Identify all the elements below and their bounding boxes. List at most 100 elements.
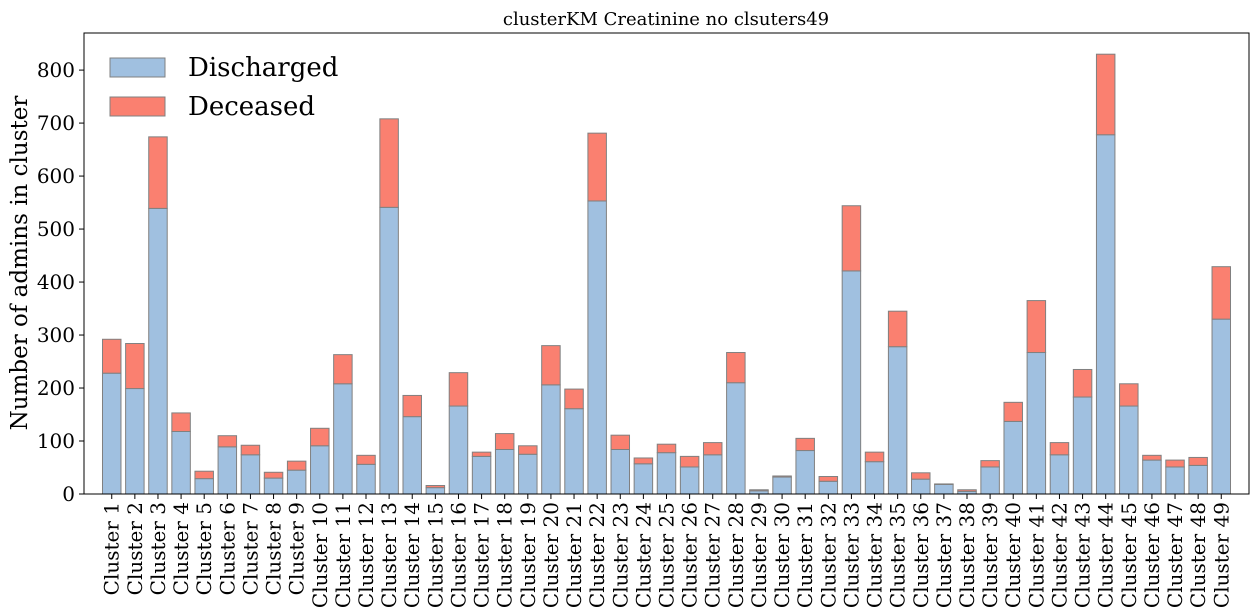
bar-deceased-23	[610, 434, 631, 450]
x-tick-label: Cluster 5	[192, 502, 216, 595]
y-tick-label: 300	[37, 323, 75, 347]
x-tick-label: Cluster 3	[146, 502, 170, 595]
x-tick-label: Cluster 31	[793, 502, 817, 608]
bar-discharged-44	[1095, 134, 1116, 495]
bar-deceased-31	[795, 437, 815, 452]
bar-discharged-7	[240, 454, 261, 495]
x-tick-label: Cluster 41	[1024, 502, 1048, 608]
bar-deceased-47	[1165, 459, 1185, 468]
bar-discharged-12	[356, 463, 376, 495]
x-tick-label: Cluster 17	[470, 502, 494, 608]
x-tick-label: Cluster 19	[516, 502, 540, 608]
bar-deceased-35	[887, 310, 908, 348]
bar-discharged-32	[818, 480, 839, 495]
bar-discharged-31	[795, 450, 815, 495]
bar-discharged-3	[148, 207, 168, 495]
x-tick-label: Cluster 21	[562, 502, 586, 608]
bar-deceased-39	[980, 460, 1000, 468]
x-tick-label: Cluster 26	[678, 502, 702, 608]
bar-discharged-11	[333, 383, 353, 495]
bar-deceased-2	[125, 343, 145, 390]
bar-deceased-9	[286, 460, 307, 471]
y-tick-label: 200	[37, 376, 75, 400]
bar-discharged-10	[310, 445, 330, 495]
bar-discharged-27	[702, 454, 723, 495]
bar-deceased-22	[587, 132, 607, 202]
bar-discharged-15	[425, 487, 446, 495]
x-tick-label: Cluster 25	[655, 502, 679, 608]
bar-deceased-15	[425, 485, 446, 489]
bar-deceased-41	[1026, 300, 1047, 354]
legend-swatch-deceased	[109, 96, 166, 117]
x-tick-label: Cluster 15	[423, 502, 447, 608]
bar-discharged-41	[1026, 352, 1047, 495]
x-tick-label: Cluster 6	[215, 502, 239, 595]
bar-deceased-13	[379, 118, 399, 208]
x-tick-label: Cluster 20	[539, 502, 563, 608]
y-tick-label: 600	[37, 164, 75, 188]
y-tick-label: 700	[37, 111, 75, 135]
x-tick-label: Cluster 42	[1047, 502, 1071, 608]
bar-discharged-22	[587, 200, 607, 495]
legend-swatch-discharged	[109, 57, 166, 78]
bar-discharged-19	[518, 453, 538, 495]
bar-deceased-11	[333, 354, 353, 385]
bar-discharged-6	[217, 446, 238, 495]
bar-discharged-25	[656, 452, 677, 495]
bar-discharged-34	[864, 461, 885, 495]
x-tick-label: Cluster 33	[839, 502, 863, 608]
bar-discharged-16	[448, 405, 469, 495]
bar-deceased-20	[541, 345, 561, 386]
bar-deceased-18	[494, 433, 515, 450]
x-tick-label: Cluster 16	[446, 502, 470, 608]
bar-discharged-49	[1211, 318, 1232, 495]
y-tick-label: 100	[37, 429, 75, 453]
bar-discharged-40	[1003, 420, 1023, 495]
y-tick-label: 500	[37, 217, 75, 241]
x-tick-label: Cluster 49	[1209, 502, 1233, 608]
bar-deceased-7	[240, 444, 261, 456]
bar-deceased-8	[263, 471, 284, 479]
x-tick-label: Cluster 28	[724, 502, 748, 608]
bar-discharged-37	[934, 483, 954, 495]
x-tick-label: Cluster 2	[123, 502, 147, 595]
bar-discharged-45	[1119, 405, 1139, 495]
x-tick-label: Cluster 9	[285, 502, 309, 595]
bar-deceased-44	[1095, 53, 1116, 136]
bar-deceased-24	[633, 457, 654, 465]
bars-layer	[101, 53, 1232, 495]
bar-discharged-9	[286, 469, 307, 495]
bar-discharged-18	[494, 448, 515, 495]
bar-discharged-33	[841, 270, 862, 495]
bar-discharged-2	[125, 388, 145, 495]
x-tick-label: Cluster 13	[377, 502, 401, 608]
x-tick-label: Cluster 43	[1071, 502, 1095, 608]
x-tick-label: Cluster 47	[1163, 502, 1187, 608]
bar-discharged-46	[1142, 459, 1162, 495]
bar-deceased-3	[148, 136, 168, 209]
bar-discharged-21	[564, 408, 584, 495]
bar-deceased-29	[749, 489, 769, 492]
legend-label-discharged: Discharged	[188, 53, 338, 83]
bar-deceased-1	[101, 338, 122, 374]
y-tick-label: 800	[37, 58, 75, 82]
x-tick-label: Cluster 32	[816, 502, 840, 608]
x-tick-label: Cluster 45	[1117, 502, 1141, 608]
legend: Discharged Deceased	[109, 53, 338, 122]
x-tick-label: Cluster 10	[308, 502, 332, 608]
x-tick-label: Cluster 24	[631, 502, 655, 608]
x-tick-label: Cluster 44	[1094, 502, 1118, 608]
bar-deceased-21	[564, 388, 584, 410]
bar-deceased-43	[1072, 368, 1093, 398]
bar-deceased-26	[679, 455, 700, 468]
bar-deceased-36	[911, 472, 931, 480]
x-tick-label: Cluster 48	[1186, 502, 1210, 608]
legend-label-deceased: Deceased	[188, 92, 315, 122]
bar-deceased-45	[1119, 383, 1139, 407]
bar-discharged-20	[541, 384, 561, 495]
bar-discharged-17	[471, 455, 492, 495]
x-tick-label: Cluster 34	[863, 502, 887, 608]
x-tick-label: Cluster 14	[400, 502, 424, 608]
x-tick-label: Cluster 7	[238, 502, 262, 595]
